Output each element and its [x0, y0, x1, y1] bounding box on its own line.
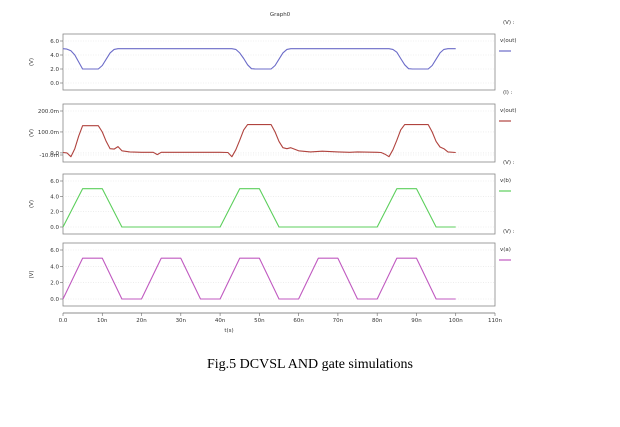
y-tick-label: 2.0: [50, 281, 59, 287]
x-tick-label: 80n: [372, 318, 383, 324]
plot-panel-3: 0.0 2.0 4.0 6.0 (V) (V) : v(b): [29, 160, 515, 235]
legend-header: (V) :: [503, 229, 515, 235]
x-tick-label: 50n: [254, 318, 265, 324]
legend-header: (I) :: [503, 90, 513, 96]
series-line-3: [62, 188, 456, 228]
panel-frame: [62, 242, 496, 307]
x-tick-label: 110n: [488, 318, 502, 324]
y-tick-label: 6.0: [50, 39, 59, 45]
y-axis-label: (V): [29, 129, 35, 137]
x-axis: 0.0 10n 20n 30n 40n 50n 60n 70n 80n 90n 100n 110n t(…: [59, 312, 503, 334]
y-tick-label: 100.0m: [38, 130, 59, 136]
figure-caption: Fig.5 DCVSL AND gate simulations: [207, 357, 413, 372]
y-tick-label: 0.0: [50, 297, 59, 303]
plot-panel-2: -10.0m0.0 100.0m 200.0m (V) (I) : v(out): [29, 90, 517, 163]
y-tick-label: 2.0: [50, 67, 59, 73]
legend-entry-label: v(b): [500, 178, 511, 184]
legend-header: (V) :: [503, 160, 515, 166]
x-tick-label: 0.0: [59, 318, 68, 324]
graph-title: Graph0: [270, 12, 291, 18]
y-tick-label: 6.0: [50, 179, 59, 185]
y-axis-label: (V): [29, 58, 35, 66]
plot-panel-4: 0.0 2.0 4.0 6.0 (V) (V) : v(a): [29, 229, 515, 307]
y-tick-label: 0.0: [50, 151, 59, 157]
y-tick-label: 200.0m: [38, 109, 59, 115]
x-tick-label: 70n: [333, 318, 344, 324]
y-tick-label: 4.0: [50, 264, 59, 270]
y-tick-label: 0.0: [50, 81, 59, 87]
legend-entry-label: v(out): [500, 108, 517, 114]
x-tick-label: 90n: [411, 318, 422, 324]
panel-frame: [62, 103, 496, 163]
series-line-4: [62, 257, 456, 300]
x-tick-label: 20n: [136, 318, 147, 324]
x-tick-label: 30n: [176, 318, 187, 324]
panel-frame: [62, 33, 496, 91]
y-axis-label: (V): [29, 270, 35, 278]
y-tick-label: 4.0: [50, 194, 59, 200]
legend-header: (V) :: [503, 20, 515, 26]
series-line-1: [62, 48, 456, 70]
y-tick-label: 0.0: [50, 225, 59, 231]
x-tick-label: 100n: [449, 318, 463, 324]
plot-panel-1: 0.0 2.0 4.0 6.0 (V) (V) : v(out): [29, 20, 517, 91]
series-line-2: [62, 124, 456, 158]
legend-entry-label: v(out): [500, 38, 517, 44]
y-tick-label: 2.0: [50, 210, 59, 216]
x-tick-label: 10n: [97, 318, 108, 324]
y-tick-label: 4.0: [50, 53, 59, 59]
y-axis-label: (V): [29, 200, 35, 208]
x-tick-label: 40n: [215, 318, 226, 324]
panel-frame: [62, 173, 496, 235]
y-tick-label: 6.0: [50, 248, 59, 254]
x-axis-label: t(s): [224, 328, 233, 334]
legend-entry-label: v(a): [500, 247, 511, 253]
panels-group: 0.02.04.06.0(V)(V) :v(out)-10.0m0.0100.0…: [29, 20, 517, 307]
x-tick-label: 60n: [293, 318, 304, 324]
y-tick-label: -10.0m: [39, 153, 59, 159]
